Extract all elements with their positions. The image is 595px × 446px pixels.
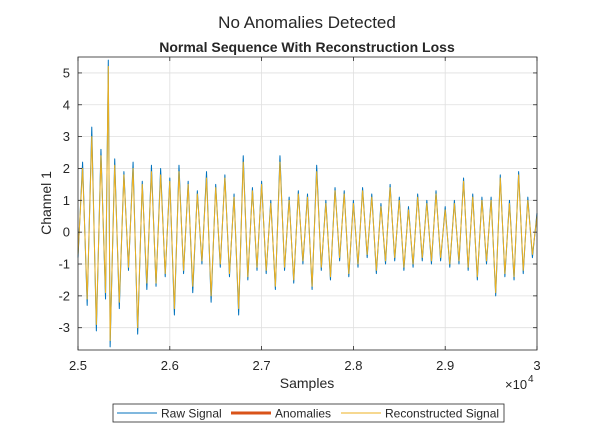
x-exponent-base: ×10 [505,377,527,392]
y-tick-label: 5 [63,65,70,80]
x-tick-label: 3 [533,358,540,373]
x-tick-label: 2.9 [436,358,454,373]
x-tick-labels: 2.5 2.6 2.7 2.8 2.9 3 [69,358,541,373]
y-tick-label: 0 [63,225,70,240]
legend: Raw Signal Anomalies Reconstructed Signa… [112,403,505,423]
legend-box [112,403,505,423]
y-tick-label: 1 [63,193,70,208]
x-axis-label: Samples [280,375,334,391]
plot-axes: 2.5 2.6 2.7 2.8 2.9 3 -3 -2 -1 0 1 2 3 4 5 [58,56,541,373]
y-tick-label: -1 [58,257,70,272]
plot-frame [77,56,538,351]
x-tick-label: 2.7 [253,358,271,373]
chart-title: Normal Sequence With Reconstruction Loss [159,39,455,55]
series-line-reconstructed-signal [77,66,538,341]
y-tick-labels: -3 -2 -1 0 1 2 3 4 5 [58,65,70,335]
y-tick-label: 4 [63,97,70,112]
x-tick-label: 2.8 [344,358,362,373]
y-tick-label: 2 [63,161,70,176]
x-tick-label: 2.5 [69,358,87,373]
y-axis-label: Channel 1 [38,171,54,235]
legend-label-raw-signal: Raw Signal [161,407,222,421]
y-tick-label: 3 [63,129,70,144]
tick-marks [77,57,538,350]
x-exponent-power: 4 [528,374,534,385]
y-tick-label: -2 [58,288,70,303]
legend-label-reconstructed-signal: Reconstructed Signal [385,407,499,421]
figure-suptitle: No Anomalies Detected [218,13,396,32]
series-lines [77,59,538,348]
x-tick-label: 2.6 [161,358,179,373]
x-exponent: ×10 4 [505,374,534,392]
legend-label-anomalies: Anomalies [275,407,331,421]
y-tick-label: -3 [58,320,70,335]
